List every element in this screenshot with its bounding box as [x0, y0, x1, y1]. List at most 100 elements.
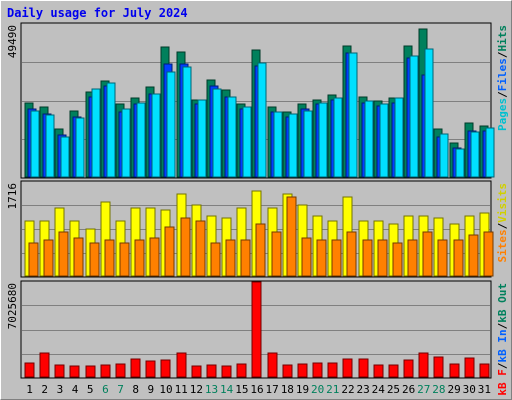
bar-pages-day-27 — [424, 48, 434, 178]
legend-part: kB In — [496, 329, 509, 362]
x-tick-label-day-1: 1 — [26, 383, 33, 396]
bar-kb-f-day-23 — [358, 358, 369, 378]
x-tick-label-day-16: 16 — [250, 383, 263, 396]
x-tick-label-day-11: 11 — [175, 383, 188, 396]
y-scale-label: 49490 — [6, 25, 19, 58]
bar-pages-day-19 — [303, 110, 313, 178]
bar-sites-day-21 — [331, 239, 342, 277]
bar-kb-f-day-15 — [236, 363, 247, 378]
x-tick-label-day-12: 12 — [190, 383, 203, 396]
bar-sites-day-20 — [316, 239, 327, 277]
x-tick-label-day-28: 28 — [432, 383, 445, 396]
bar-kb-f-day-7 — [115, 363, 126, 378]
x-tick-label-day-19: 19 — [296, 383, 309, 396]
bar-kb-f-day-27 — [418, 352, 429, 378]
legend-part: Hits — [496, 25, 509, 52]
x-tick-label-day-26: 26 — [402, 383, 415, 396]
bar-pages-day-9 — [151, 93, 161, 178]
x-tick-label-day-31: 31 — [478, 383, 491, 396]
x-tick-label-day-29: 29 — [447, 383, 460, 396]
bar-kb-f-day-4 — [69, 365, 80, 378]
bar-kb-f-day-18 — [282, 364, 293, 378]
x-tick-label-day-2: 2 — [41, 383, 48, 396]
bar-sites-day-16 — [255, 223, 266, 277]
bar-sites-day-3 — [58, 231, 69, 277]
bar-kb-f-day-2 — [39, 352, 50, 378]
bar-kb-f-day-21 — [327, 362, 338, 378]
bar-kb-f-day-16 — [251, 281, 262, 378]
panel-legend: Pages/Files/Hits — [496, 25, 509, 131]
bar-pages-day-13 — [212, 88, 222, 178]
x-tick-label-day-7: 7 — [117, 383, 124, 396]
bar-pages-day-10 — [166, 71, 176, 178]
bar-kb-f-day-9 — [145, 360, 156, 378]
bar-sites-day-5 — [89, 242, 100, 277]
x-tick-label-day-18: 18 — [281, 383, 294, 396]
x-tick-label-day-5: 5 — [87, 383, 94, 396]
bar-pages-day-22 — [348, 52, 358, 178]
bar-pages-day-16 — [257, 62, 267, 178]
x-tick-label-day-4: 4 — [72, 383, 79, 396]
x-tick-label-day-27: 27 — [417, 383, 430, 396]
bar-sites-day-18 — [286, 196, 297, 277]
x-tick-label-day-8: 8 — [132, 383, 139, 396]
bar-sites-day-25 — [392, 242, 403, 277]
bar-sites-day-6 — [104, 239, 115, 277]
bar-kb-f-day-14 — [221, 365, 232, 378]
legend-part: kB Out — [496, 283, 509, 323]
bar-pages-day-25 — [394, 97, 404, 178]
bar-kb-f-day-30 — [464, 357, 475, 378]
legend-part: / — [496, 91, 509, 98]
legend-part: kB F — [496, 369, 509, 396]
bar-sites-day-17 — [271, 231, 282, 277]
bar-sites-day-14 — [225, 239, 236, 277]
bar-sites-day-10 — [164, 226, 175, 277]
bar-pages-day-5 — [91, 88, 101, 178]
bar-kb-f-day-10 — [160, 359, 171, 378]
bar-sites-day-30 — [468, 234, 479, 277]
bar-kb-f-day-5 — [85, 365, 96, 378]
bar-pages-day-2 — [45, 114, 55, 178]
bar-pages-day-24 — [379, 103, 389, 178]
bar-pages-day-29 — [455, 148, 465, 178]
y-scale-label: 1716 — [6, 183, 19, 210]
x-tick-label-day-30: 30 — [463, 383, 476, 396]
x-tick-label-day-25: 25 — [387, 383, 400, 396]
bar-pages-day-12 — [197, 99, 207, 178]
bar-pages-day-7 — [121, 108, 131, 178]
x-tick-label-day-3: 3 — [57, 383, 64, 396]
legend-part: Visits — [496, 183, 509, 223]
bar-sites-day-22 — [346, 231, 357, 277]
bar-sites-day-19 — [301, 237, 312, 277]
bar-kb-f-day-6 — [100, 364, 111, 378]
bar-sites-day-29 — [453, 239, 464, 277]
bar-pages-day-8 — [136, 102, 146, 178]
bar-kb-f-day-22 — [342, 358, 353, 378]
bar-pages-day-6 — [106, 82, 116, 178]
bar-sites-day-1 — [28, 242, 39, 277]
panel-legend: Sites/Visits — [496, 183, 509, 263]
panel-mid: 1716 Sites/Visits — [6, 180, 509, 278]
bar-sites-day-11 — [180, 217, 191, 277]
bar-sites-day-2 — [43, 239, 54, 277]
bar-kb-f-day-11 — [176, 352, 187, 378]
bar-kb-f-day-8 — [130, 358, 141, 378]
bar-kb-f-day-26 — [403, 359, 414, 378]
bar-pages-day-23 — [364, 100, 374, 178]
x-tick-label-day-15: 15 — [235, 383, 248, 396]
x-tick-label-day-6: 6 — [102, 383, 109, 396]
bar-sites-day-31 — [483, 231, 494, 277]
bar-kb-f-day-19 — [297, 363, 308, 378]
bar-kb-f-day-20 — [312, 362, 323, 378]
x-tick-label-day-10: 10 — [159, 383, 172, 396]
bar-kb-f-day-12 — [191, 365, 202, 378]
x-tick-label-day-9: 9 — [148, 383, 155, 396]
x-tick-label-day-20: 20 — [311, 383, 324, 396]
bar-sites-day-9 — [149, 237, 160, 277]
bar-pages-day-20 — [318, 102, 328, 178]
bar-pages-day-3 — [60, 136, 70, 178]
bar-pages-day-14 — [227, 96, 237, 178]
